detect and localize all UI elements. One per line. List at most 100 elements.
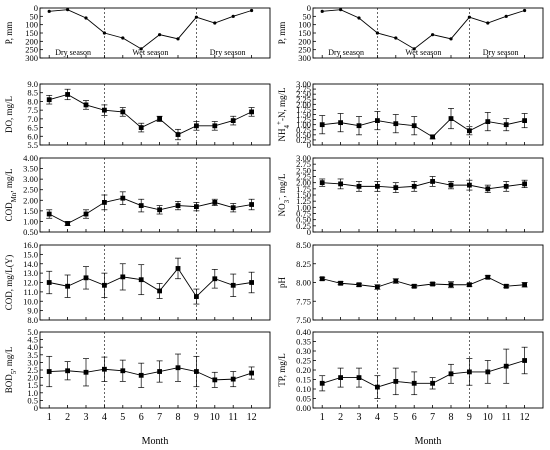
panel-4: 8.09.010.011.012.013.014.015.016.0 COD, m… <box>4 240 271 325</box>
data-point <box>486 21 490 25</box>
data-point <box>448 182 454 188</box>
data-point <box>411 380 417 386</box>
season-label: Wet season <box>405 48 441 57</box>
data-point <box>213 21 217 25</box>
x-tick-label: 8 <box>176 412 181 423</box>
data-point <box>485 186 491 192</box>
y-tick-label: 7.75 <box>296 296 311 306</box>
data-point <box>467 282 472 288</box>
x-tick-label: 4 <box>102 412 107 423</box>
data-point <box>338 375 343 380</box>
y-axis-label: P, mm <box>277 22 287 45</box>
y-tick-label: 8.50 <box>296 240 311 250</box>
panel-10: 0.000.050.100.150.200.250.300.350.401 2 3 4… <box>277 327 544 447</box>
data-point <box>356 282 362 288</box>
x-tick-label: 5 <box>120 412 125 423</box>
series-line <box>49 267 252 298</box>
y-tick-label: 1.50 <box>296 110 311 120</box>
y-tick-label: 2.00 <box>296 99 311 109</box>
data-point <box>157 288 162 294</box>
y-tick-label: 2.25 <box>296 172 311 182</box>
data-point <box>411 183 417 189</box>
data-point <box>230 376 236 382</box>
data-point <box>522 118 527 123</box>
y-tick-label: 2.50 <box>296 165 311 175</box>
y-tick-label: 7.0 <box>27 114 38 124</box>
plot-frame <box>312 157 544 233</box>
data-point <box>338 280 343 286</box>
y-tick-label: 1.50 <box>23 206 38 216</box>
y-tick-label: 8.25 <box>296 259 311 269</box>
x-tick-label: 9 <box>194 412 199 423</box>
data-point <box>339 8 343 12</box>
data-point <box>176 37 180 41</box>
y-tick-label: 2.00 <box>296 178 311 188</box>
y-tick-label: 0.10 <box>296 384 311 394</box>
y-tick-label: 3.00 <box>296 79 311 89</box>
y-tick-label: 16.0 <box>23 240 38 250</box>
data-point <box>320 9 324 13</box>
y-tick-label: 8.0 <box>27 96 38 106</box>
x-tick-label: 12 <box>520 412 530 423</box>
x-axis-title: Month <box>142 436 169 447</box>
panel-3: 0.501.001.502.002.503.003.504.00 CODMn, m… <box>4 153 271 237</box>
data-point <box>430 179 435 184</box>
y-tick-label: 0.50 <box>296 215 311 225</box>
y-tick-label: 7.5 <box>27 105 38 115</box>
y-tick-label: 14.0 <box>23 259 38 269</box>
data-point <box>375 118 380 123</box>
data-point <box>431 33 435 37</box>
data-point <box>338 181 343 187</box>
y-tick-label: 8.00 <box>296 278 311 288</box>
panel-7: 00.250.500.751.001.251.501.752.002.252.5… <box>275 79 544 150</box>
y-tick-label: 15.0 <box>23 249 38 259</box>
data-point <box>504 14 508 18</box>
series-line <box>322 180 525 190</box>
data-point <box>46 211 52 217</box>
y-tick-label: 1.5 <box>27 380 38 390</box>
y-tick-label: 2.50 <box>296 89 311 99</box>
y-tick-label: 3.5 <box>27 350 38 360</box>
data-point <box>467 369 472 375</box>
data-point <box>449 37 453 41</box>
y-tick-label: 0.30 <box>296 346 311 356</box>
y-tick-label: 5.5 <box>27 140 38 150</box>
y-tick-label: 7.50 <box>296 315 311 325</box>
y-tick-label: 13.0 <box>23 268 38 278</box>
data-point <box>230 118 236 123</box>
series-line <box>322 9 525 50</box>
data-point <box>194 123 199 129</box>
x-tick-label: 3 <box>357 412 362 423</box>
season-label: Dry season <box>210 48 246 57</box>
label-part: 5 <box>10 370 18 374</box>
y-axis-label: NO3-, mg/L <box>275 174 291 217</box>
data-point <box>319 122 325 128</box>
y-tick-label: 1.25 <box>296 115 311 125</box>
data-point <box>485 119 491 125</box>
data-point <box>120 274 126 280</box>
y-tick-label: 0.50 <box>296 130 311 140</box>
data-point <box>102 31 106 35</box>
y-tick-label: 0.25 <box>296 356 311 366</box>
data-point <box>319 276 325 282</box>
season-label: Wet season <box>132 48 168 57</box>
series-line <box>322 117 525 138</box>
panel-9: 7.50 7.75 8.00 8.25 8.50 pH <box>277 240 544 325</box>
y-tick-label: 4.0 <box>27 342 38 352</box>
data-point <box>102 200 107 205</box>
y-tick-label: 5.0 <box>27 327 38 337</box>
y-tick-label: 2.25 <box>296 94 311 104</box>
x-tick-label: 10 <box>210 412 220 423</box>
y-tick-label: 200 <box>298 36 311 46</box>
y-tick-label: 300 <box>298 53 311 63</box>
plot-frame <box>39 157 271 233</box>
y-tick-label: 8.5 <box>27 88 38 98</box>
y-tick-label: 0.40 <box>296 327 311 337</box>
data-point <box>138 203 144 208</box>
y-tick-label: 8.0 <box>27 315 38 325</box>
data-point <box>194 15 198 19</box>
data-point <box>157 369 162 374</box>
y-axis-label: pH <box>277 277 287 289</box>
